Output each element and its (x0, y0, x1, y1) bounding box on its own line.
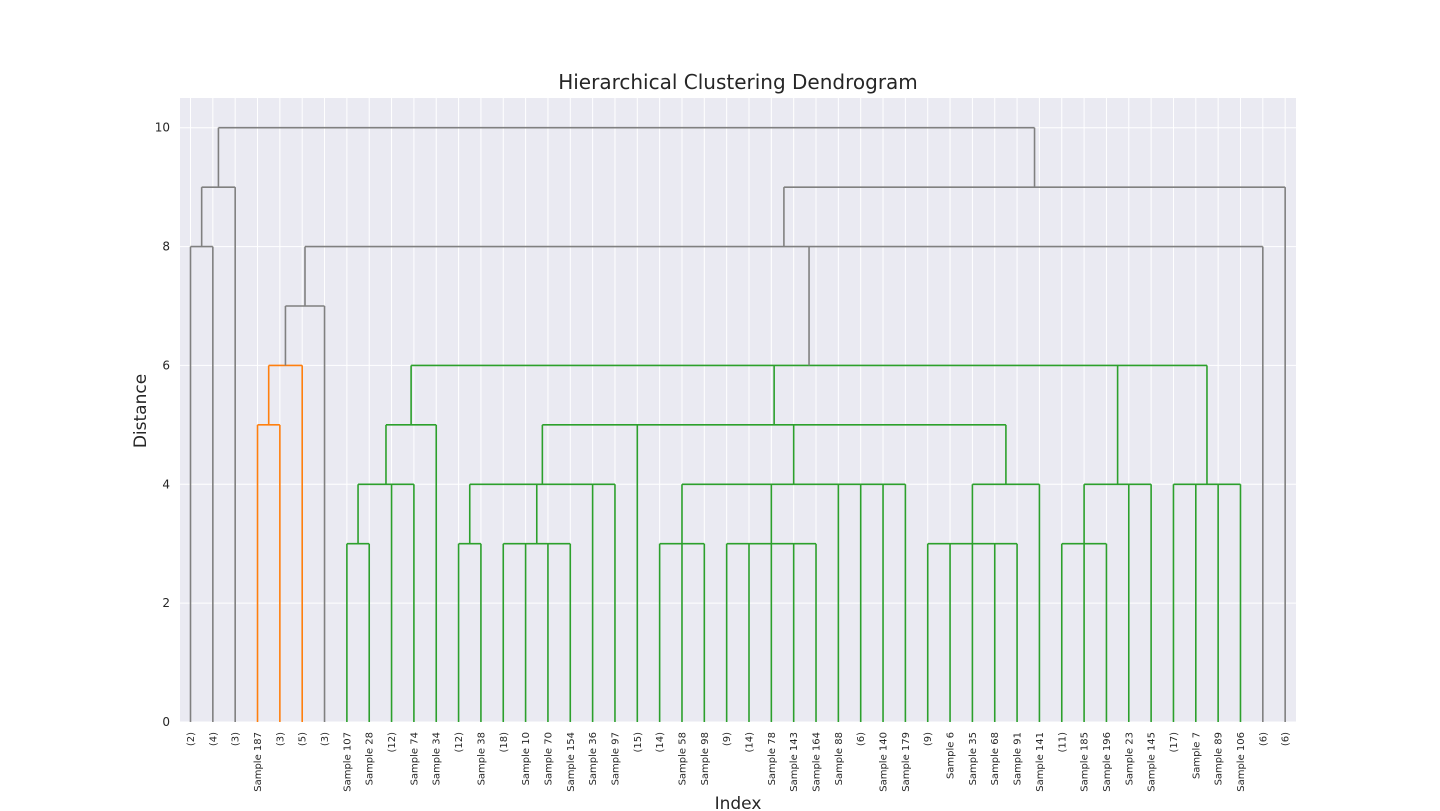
leaf-label: Sample 179 (901, 732, 912, 792)
leaf-label: Sample 187 (253, 732, 264, 792)
leaf-label: (6) (1258, 732, 1269, 746)
leaf-label: Sample 68 (990, 732, 1001, 785)
leaf-label: Sample 185 (1080, 732, 1091, 792)
dendrogram-link-6 (357, 483, 415, 722)
leaf-label: Sample 196 (1102, 732, 1113, 792)
leaf-label: (14) (745, 732, 756, 753)
y-tick-label: 6 (162, 358, 170, 372)
leaf-label: Sample 74 (409, 732, 420, 785)
leaf-label: (14) (655, 732, 666, 753)
leaf-label: Sample 106 (1236, 732, 1247, 792)
leaf-label: Sample 6 (946, 732, 957, 779)
leaf-label: (6) (1281, 732, 1292, 746)
y-tick-label: 2 (162, 596, 170, 610)
x-tick-labels: (2) (4) (3) Sample 187 (3) (5) (3) Sample 107 Sa… (186, 732, 1292, 792)
y-tick-label: 0 (162, 715, 170, 729)
leaf-label: (2) (186, 732, 197, 746)
leaf-label: Sample 97 (610, 732, 621, 785)
leaf-label: Sample 145 (1147, 732, 1158, 792)
leaf-label: (15) (633, 732, 644, 753)
leaf-label: (3) (275, 732, 286, 746)
dendrogram-link-9 (502, 542, 572, 722)
leaf-label: Sample 140 (879, 732, 890, 792)
leaf-label: Sample 70 (543, 732, 554, 785)
leaf-label: Sample 38 (476, 732, 487, 785)
y-tick-label: 10 (155, 121, 170, 135)
leaf-label: Sample 91 (1013, 732, 1024, 785)
leaf-label: (12) (454, 732, 465, 753)
leaf-label: (3) (320, 732, 331, 746)
y-tick-labels: 0 2 4 6 8 10 (155, 121, 170, 729)
leaf-label: Sample 23 (1124, 732, 1135, 785)
leaf-label: Sample 143 (789, 732, 800, 792)
y-axis-label: Distance (131, 374, 151, 448)
leaf-label: (12) (387, 732, 398, 753)
leaf-label: (6) (856, 732, 867, 746)
dendrogram-link-18 (1083, 483, 1152, 722)
leaf-label: Sample 28 (365, 732, 376, 785)
leaf-label: Sample 58 (677, 732, 688, 785)
dendrogram-links (189, 126, 1286, 722)
y-tick-label: 8 (162, 240, 170, 254)
leaf-label: Sample 10 (521, 732, 532, 785)
dendrogram-link-10 (468, 483, 616, 722)
leaf-label: (17) (1169, 732, 1180, 753)
leaf-label: (4) (208, 732, 219, 746)
y-tick-label: 4 (162, 477, 170, 491)
leaf-label: (18) (499, 732, 510, 753)
leaf-label: Sample 78 (767, 732, 778, 785)
leaf-label: Sample 88 (834, 732, 845, 785)
leaf-label: (5) (298, 732, 309, 746)
leaf-label: Sample 36 (588, 732, 599, 785)
leaf-label: Sample 154 (566, 732, 577, 792)
leaf-label: (9) (722, 732, 733, 746)
plot-background (180, 98, 1296, 722)
leaf-label: (3) (231, 732, 242, 746)
chart-title: Hierarchical Clustering Dendrogram (558, 70, 918, 94)
leaf-label: Sample 107 (342, 732, 353, 792)
leaf-label: Sample 35 (968, 732, 979, 785)
leaf-label: Sample 98 (700, 732, 711, 785)
leaf-label: Sample 141 (1035, 732, 1046, 792)
leaf-label: Sample 164 (812, 732, 823, 792)
dendrogram-link-23 (217, 126, 1036, 188)
leaf-label: Sample 34 (432, 732, 443, 785)
leaf-label: Sample 89 (1214, 732, 1225, 785)
leaf-label: (11) (1057, 732, 1068, 753)
leaf-label: Sample 7 (1191, 732, 1202, 779)
x-axis-label: Index (715, 794, 762, 811)
leaf-label: (9) (923, 732, 934, 746)
